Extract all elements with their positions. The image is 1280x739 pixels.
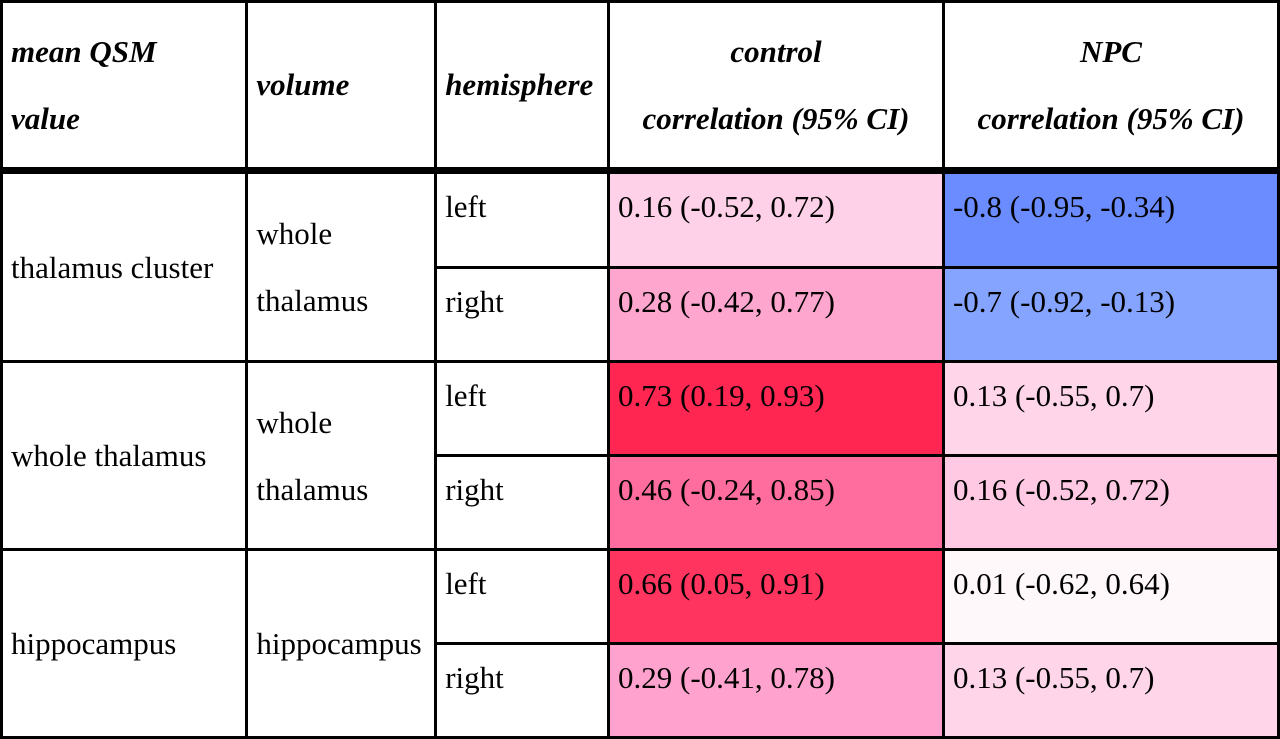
- header-control-line1: control: [730, 33, 822, 69]
- table-row: hippocampus hippocampus left 0.66 (0.05,…: [0, 548, 1280, 739]
- table-row: whole thalamus whole thalamus left 0.73 …: [0, 360, 1280, 552]
- control-cell: 0.29 (-0.41, 0.78): [607, 642, 945, 739]
- hemisphere-cell: right: [434, 642, 610, 739]
- table-row: thalamus cluster whole thalamus left 0.1…: [0, 168, 1280, 364]
- control-cell: 0.16 (-0.52, 0.72): [607, 168, 945, 270]
- region-cell: hippocampus: [0, 548, 249, 739]
- table-row: right 0.29 (-0.41, 0.78) 0.13 (-0.55, 0.…: [2, 642, 1280, 739]
- header-mean-qsm-line1: mean QSM: [11, 33, 157, 69]
- header-npc-line1: NPC: [1079, 33, 1142, 69]
- region-cell: thalamus cluster: [0, 168, 249, 364]
- npc-cell: 0.01 (-0.62, 0.64): [941, 548, 1280, 646]
- hemisphere-cell: right: [434, 454, 610, 552]
- npc-cell: -0.7 (-0.92, -0.13): [941, 266, 1280, 364]
- header-npc-line2: correlation (95% CI): [977, 101, 1245, 136]
- npc-cell: -0.8 (-0.95, -0.34): [941, 168, 1280, 270]
- volume-cell: whole thalamus: [245, 168, 438, 364]
- region-cell: whole thalamus: [0, 360, 249, 552]
- volume-cell: hippocampus: [245, 548, 438, 739]
- npc-cell: 0.16 (-0.52, 0.72): [941, 454, 1280, 552]
- hemisphere-cell: left: [434, 360, 610, 458]
- hemisphere-cell: right: [434, 266, 610, 364]
- control-cell: 0.66 (0.05, 0.91): [607, 548, 945, 646]
- header-mean-qsm-line2: value: [11, 101, 80, 136]
- volume-cell: whole thalamus: [245, 360, 438, 552]
- header-hemisphere: hemisphere: [434, 0, 610, 172]
- volume-line1: whole: [256, 215, 333, 251]
- header-npc: NPC correlation (95% CI): [941, 0, 1280, 172]
- hemisphere-cell: left: [434, 168, 610, 270]
- header-mean-qsm: mean QSM value: [0, 0, 249, 172]
- control-cell: 0.28 (-0.42, 0.77): [607, 266, 945, 364]
- hemisphere-cell: left: [434, 548, 610, 646]
- npc-cell: 0.13 (-0.55, 0.7): [941, 360, 1280, 458]
- control-cell: 0.73 (0.19, 0.93): [607, 360, 945, 458]
- volume-line2: thalamus: [256, 471, 369, 507]
- control-cell: 0.46 (-0.24, 0.85): [607, 454, 945, 552]
- npc-cell: 0.13 (-0.55, 0.7): [941, 642, 1280, 739]
- volume-line2: thalamus: [256, 283, 369, 319]
- table-row: right 0.46 (-0.24, 0.85) 0.16 (-0.52, 0.…: [2, 454, 1280, 552]
- header-row: mean QSM value volume hemisphere control…: [0, 0, 1280, 172]
- header-control-line2: correlation (95% CI): [642, 101, 910, 136]
- header-volume: volume: [245, 0, 438, 172]
- table-row: right 0.28 (-0.42, 0.77) -0.7 (-0.92, -0…: [2, 266, 1280, 364]
- header-control: control correlation (95% CI): [607, 0, 945, 172]
- volume-line1: whole: [256, 404, 333, 440]
